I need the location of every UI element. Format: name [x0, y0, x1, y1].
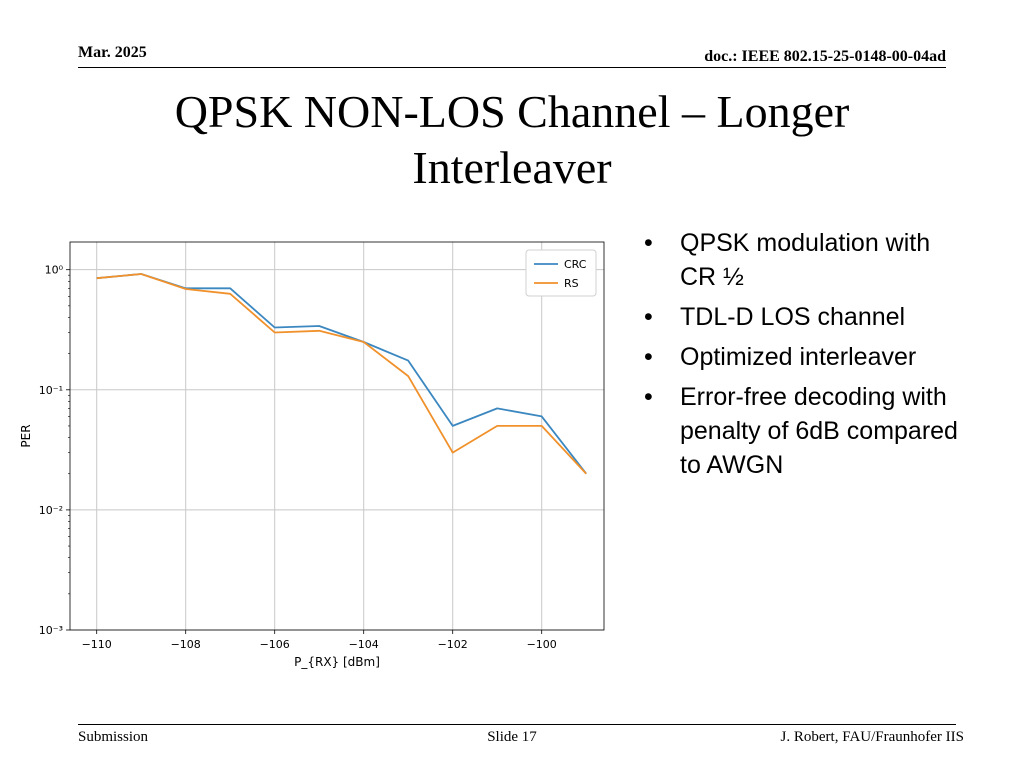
bullet-item: Optimized interleaver	[640, 340, 960, 374]
chart-series-layer	[96, 273, 587, 475]
x-tick-label: −106	[260, 638, 290, 651]
legend-label: CRC	[564, 258, 587, 271]
chart-legend: CRC RS	[525, 249, 597, 297]
bullet-item: TDL-D LOS channel	[640, 300, 960, 334]
plot-frame	[69, 241, 605, 631]
header-rule	[78, 67, 946, 68]
header-doc-id: doc.: IEEE 802.15-25-0148-00-04ad	[704, 48, 946, 65]
x-tick-label: −104	[349, 638, 379, 651]
x-tick-label: −102	[438, 638, 468, 651]
x-tick-label: −110	[82, 638, 112, 651]
series-line-rs	[96, 273, 587, 475]
y-axis-label: PER	[19, 424, 33, 447]
legend-box	[525, 249, 597, 297]
bullet-item: QPSK modulation with CR ½	[640, 226, 960, 294]
bullet-list: QPSK modulation with CR ½ TDL-D LOS chan…	[640, 226, 960, 488]
series-line-crc	[96, 273, 587, 475]
per-chart: −110 −108 −106 −104 −102 −10010⁰10⁻¹10⁻²10⁻³ …	[19, 241, 605, 669]
chart-grid	[70, 242, 604, 631]
x-tick-label: −100	[527, 638, 557, 651]
y-tick-label: 10⁻²	[39, 504, 63, 517]
header-date: Mar. 2025	[78, 44, 147, 61]
slide-title: QPSK NON-LOS Channel – Longer Interleave…	[174, 86, 850, 193]
chart-ticks: −110 −108 −106 −104 −102 −100 10⁰ 10⁻¹ 10⁻² 10⁻³	[39, 264, 557, 651]
x-axis-label: P_{RX} [dBm]	[294, 655, 380, 669]
y-tick-label: 10⁻³	[39, 624, 63, 637]
footer-author: J. Robert, FAU/Fraunhofer IIS	[780, 729, 964, 745]
y-tick-label: 10⁰	[45, 264, 64, 277]
footer-submission: Submission	[78, 729, 149, 745]
footer-slide-number: Slide 17	[487, 729, 537, 745]
x-tick-label: −108	[171, 638, 201, 651]
legend-label: RS	[564, 277, 579, 290]
y-tick-label: 10⁻¹	[39, 384, 63, 397]
footer-rule	[78, 724, 956, 725]
bullet-item: Error-free decoding with penalty of 6dB …	[640, 380, 960, 482]
